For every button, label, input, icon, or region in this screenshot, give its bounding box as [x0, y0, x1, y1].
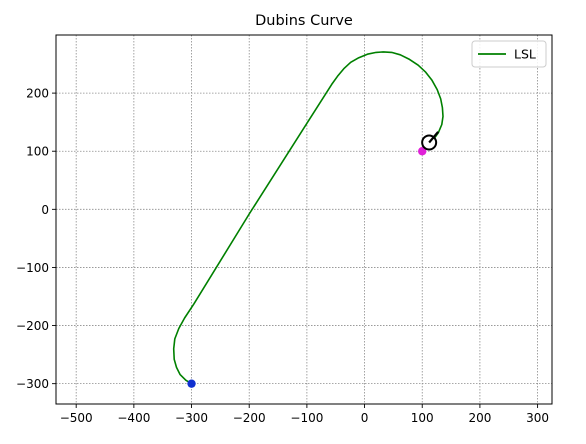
series-line-lsl: [172, 51, 444, 385]
y-tick-label: 100: [26, 145, 49, 159]
plot-series: [172, 51, 444, 385]
y-tick-label: −100: [16, 261, 49, 275]
x-tick-label: −500: [60, 411, 93, 425]
vehicle-marker: [421, 134, 438, 151]
y-tick-label: 200: [26, 87, 49, 101]
goal-point: [418, 147, 427, 156]
legend-label: LSL: [514, 47, 536, 62]
x-tick-label: −100: [290, 411, 323, 425]
legend: LSL: [471, 40, 547, 68]
y-tick-label: −200: [16, 319, 49, 333]
y-tick-label: 0: [41, 203, 49, 217]
chart-title: Dubins Curve: [255, 13, 353, 29]
axis-ticks: −500 −400 −300 −200 −100 0 100 200 300 −300 −200 −1…: [16, 87, 549, 425]
y-tick-label: −300: [16, 377, 49, 391]
legend-box: [471, 40, 547, 68]
x-tick-label: 0: [361, 411, 369, 425]
plot-frame: [55, 34, 553, 405]
start-point: [187, 379, 196, 388]
grid-lines: [56, 35, 552, 404]
x-tick-label: 200: [468, 411, 491, 425]
x-tick-label: −400: [117, 411, 150, 425]
x-tick-label: −300: [175, 411, 208, 425]
x-tick-label: 100: [411, 411, 434, 425]
plot-markers: [187, 131, 439, 388]
x-tick-label: −200: [233, 411, 266, 425]
x-tick-label: 300: [526, 411, 549, 425]
